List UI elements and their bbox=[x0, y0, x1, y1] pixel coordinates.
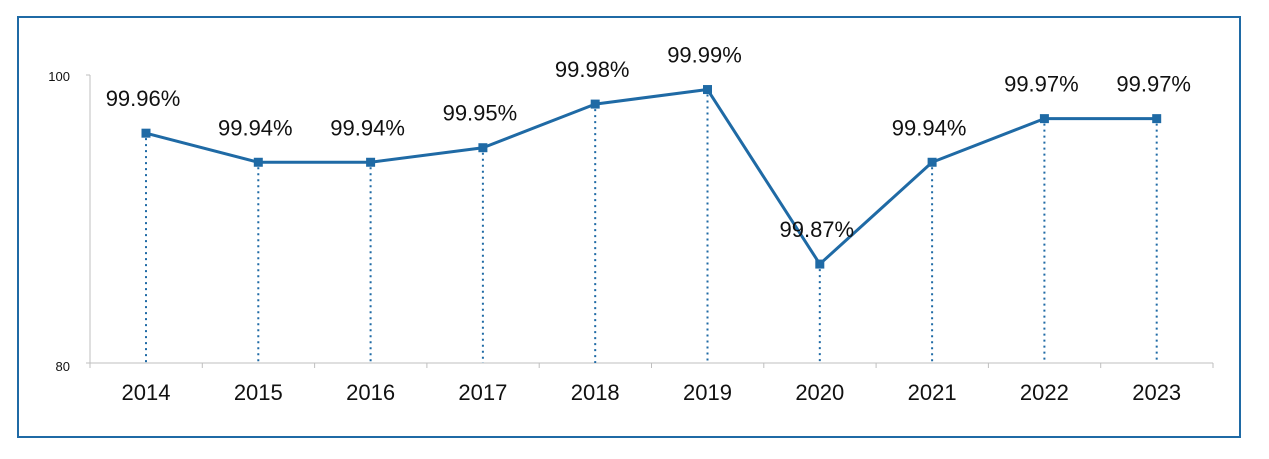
x-tick-labels: 2014 2015 2016 2017 2018 2019 2020 2021 2022 2023 bbox=[122, 380, 1182, 405]
data-point-marker bbox=[366, 157, 376, 167]
data-label: 99.94% bbox=[892, 115, 967, 140]
data-point-marker bbox=[253, 157, 263, 167]
data-label: 99.94% bbox=[218, 115, 293, 140]
data-label: 99.98% bbox=[555, 57, 630, 82]
x-tick-label: 2018 bbox=[571, 380, 620, 405]
y-tick-label-top: 100 bbox=[48, 69, 70, 84]
series-line-group bbox=[145, 88, 1157, 266]
data-point-marker bbox=[1152, 114, 1162, 124]
x-tick-label: 2019 bbox=[683, 380, 732, 405]
data-point-marker bbox=[478, 143, 488, 153]
x-tick-label: 2021 bbox=[908, 380, 957, 405]
y-tick-labels: 100 80 bbox=[48, 69, 70, 374]
data-label: 99.96% bbox=[106, 86, 181, 111]
data-label: 99.99% bbox=[667, 43, 742, 68]
data-label: 99.97% bbox=[1116, 72, 1191, 97]
chart-axes bbox=[86, 74, 1214, 368]
data-labels: 99.96% 99.94% 99.94% 99.95% 99.98% 99.99% 99.8… bbox=[106, 43, 1191, 243]
x-tick-label: 2017 bbox=[458, 380, 507, 405]
data-label: 99.95% bbox=[443, 101, 518, 126]
x-tick-label: 2014 bbox=[122, 380, 171, 405]
series-line bbox=[145, 88, 1157, 266]
data-point-marker bbox=[927, 157, 937, 167]
chart-frame bbox=[17, 16, 1241, 438]
data-point-marker bbox=[703, 85, 712, 95]
x-tick-label: 2016 bbox=[346, 380, 395, 405]
data-label: 99.87% bbox=[779, 217, 854, 242]
x-tick-label: 2015 bbox=[234, 380, 283, 405]
data-label: 99.94% bbox=[330, 115, 405, 140]
x-tick-label: 2020 bbox=[795, 380, 844, 405]
drop-lines bbox=[145, 94, 1158, 363]
x-tick-label: 2022 bbox=[1020, 380, 1069, 405]
data-markers bbox=[141, 85, 1162, 269]
x-tick-label: 2023 bbox=[1132, 380, 1181, 405]
data-point-marker bbox=[1039, 114, 1049, 124]
data-point-marker bbox=[141, 128, 151, 138]
data-label: 99.97% bbox=[1004, 72, 1079, 97]
data-point-marker bbox=[590, 99, 600, 109]
y-tick-label-bottom: 80 bbox=[56, 359, 70, 374]
data-point-marker bbox=[815, 259, 825, 269]
